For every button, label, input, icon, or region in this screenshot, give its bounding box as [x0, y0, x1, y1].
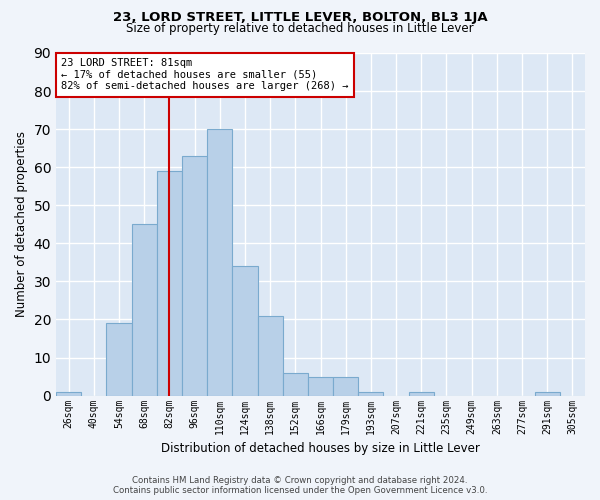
Bar	[207, 129, 232, 396]
Bar	[157, 171, 182, 396]
Bar	[283, 373, 308, 396]
Bar	[535, 392, 560, 396]
Bar	[131, 224, 157, 396]
Bar	[308, 376, 333, 396]
Bar	[56, 392, 81, 396]
Text: 23, LORD STREET, LITTLE LEVER, BOLTON, BL3 1JA: 23, LORD STREET, LITTLE LEVER, BOLTON, B…	[113, 11, 487, 24]
Text: 23 LORD STREET: 81sqm
← 17% of detached houses are smaller (55)
82% of semi-deta: 23 LORD STREET: 81sqm ← 17% of detached …	[61, 58, 349, 92]
Bar	[333, 376, 358, 396]
Bar	[358, 392, 383, 396]
Bar	[182, 156, 207, 396]
X-axis label: Distribution of detached houses by size in Little Lever: Distribution of detached houses by size …	[161, 442, 480, 455]
Text: Size of property relative to detached houses in Little Lever: Size of property relative to detached ho…	[126, 22, 474, 35]
Bar	[232, 266, 257, 396]
Bar	[106, 324, 131, 396]
Bar	[257, 316, 283, 396]
Y-axis label: Number of detached properties: Number of detached properties	[15, 132, 28, 318]
Text: Contains HM Land Registry data © Crown copyright and database right 2024.
Contai: Contains HM Land Registry data © Crown c…	[113, 476, 487, 495]
Bar	[409, 392, 434, 396]
